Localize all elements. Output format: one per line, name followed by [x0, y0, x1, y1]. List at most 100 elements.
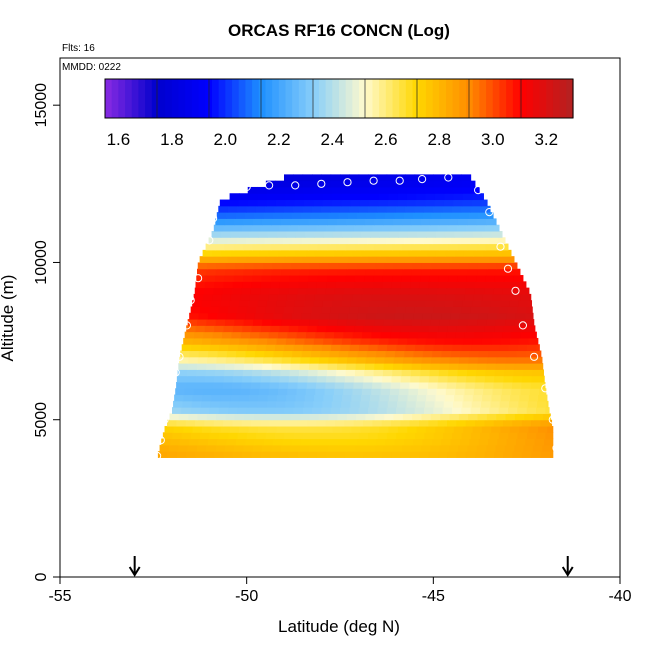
heatmap-cell	[388, 426, 399, 433]
heatmap-cell	[318, 413, 329, 421]
heatmap-cell	[343, 388, 354, 396]
flight-point	[530, 352, 539, 361]
heatmap-cell	[178, 413, 189, 421]
heatmap-cell	[473, 249, 484, 257]
heatmap-cell	[344, 287, 354, 295]
y-tick-label: 10000	[33, 240, 50, 285]
heatmap-cell	[206, 413, 217, 421]
heatmap-cell	[387, 186, 398, 194]
heatmap-cell	[393, 268, 403, 276]
heatmap-cell	[246, 205, 257, 213]
heatmap-cell	[247, 186, 258, 194]
heatmap-cell	[259, 331, 270, 339]
heatmap-cell	[272, 356, 283, 364]
heatmap-cell	[500, 426, 511, 433]
colorbar-swatch	[292, 79, 300, 118]
heatmap-cell	[440, 212, 451, 219]
heatmap-cell	[282, 438, 293, 446]
heatmap-cell	[208, 350, 219, 358]
heatmap-cell	[212, 331, 223, 339]
colorbar-tick-label: 2.0	[213, 130, 237, 149]
heatmap-cell	[334, 381, 345, 389]
heatmap-cell	[369, 193, 380, 201]
heatmap-cell	[435, 394, 446, 402]
heatmap-cell	[377, 407, 388, 414]
heatmap-cell	[470, 432, 481, 440]
heatmap-cell	[180, 350, 191, 358]
heatmap-cell	[373, 243, 384, 251]
heatmap-cell	[248, 193, 259, 201]
heatmap-cell	[439, 218, 450, 226]
heatmap-cell	[447, 281, 458, 289]
heatmap-cell	[425, 426, 436, 433]
heatmap-cell	[451, 256, 462, 263]
heatmap-cell	[232, 451, 243, 458]
heatmap-cell	[227, 205, 238, 213]
heatmap-cell	[397, 300, 408, 307]
x-tick-label: -45	[422, 588, 445, 605]
heatmap-cell	[161, 438, 172, 446]
heatmap-cell	[504, 444, 515, 452]
heatmap-cell	[420, 275, 431, 282]
heatmap-cell	[326, 281, 337, 289]
heatmap-cell	[270, 243, 281, 251]
heatmap-cell	[338, 350, 349, 358]
heatmap-cell	[464, 331, 475, 339]
heatmap-cell	[268, 293, 279, 301]
heatmap-cell	[494, 325, 505, 333]
heatmap-cell	[284, 174, 294, 182]
heatmap-cell	[541, 369, 544, 377]
heatmap-cell	[289, 369, 300, 377]
heatmap-cell	[514, 444, 525, 452]
flight-point	[395, 176, 404, 185]
heatmap-cell	[480, 344, 491, 352]
heatmap-cell	[528, 300, 533, 307]
heatmap-cell	[260, 224, 271, 232]
heatmap-cell	[437, 419, 448, 427]
heatmap-cell	[293, 407, 304, 414]
heatmap-cell	[415, 180, 426, 188]
heatmap-cell	[477, 413, 488, 421]
heatmap-cell	[290, 268, 301, 276]
heatmap-cell	[213, 419, 224, 427]
heatmap-cell	[515, 312, 526, 320]
heatmap-cell	[290, 363, 301, 370]
heatmap-cell	[292, 237, 303, 245]
heatmap-cell	[228, 407, 238, 414]
heatmap-cell	[453, 193, 464, 201]
heatmap-cell	[340, 180, 351, 188]
heatmap-cell	[226, 350, 237, 358]
heatmap-cell	[436, 331, 447, 339]
heatmap-cell	[484, 325, 495, 333]
heatmap-cell	[322, 300, 333, 307]
heatmap-cell	[314, 394, 324, 402]
heatmap-cell	[502, 331, 512, 339]
heatmap-cell	[418, 331, 428, 339]
heatmap-cell	[275, 186, 286, 194]
colorbar-swatch	[225, 79, 233, 118]
heatmap-cell	[424, 432, 435, 440]
heatmap-cell	[397, 400, 407, 408]
heatmap-cell	[404, 256, 415, 263]
heatmap-cell	[356, 212, 367, 219]
heatmap-cell	[348, 237, 359, 245]
heatmap-cell	[228, 306, 238, 314]
heatmap-cell	[546, 400, 549, 408]
heatmap-cell	[472, 231, 483, 238]
heatmap-cell	[350, 300, 361, 307]
heatmap-cell	[214, 375, 225, 383]
heatmap-cell	[330, 256, 341, 263]
heatmap-cell	[222, 287, 233, 295]
heatmap-cell	[220, 394, 231, 402]
heatmap-cell	[468, 212, 479, 219]
heatmap-cell	[523, 444, 534, 452]
heatmap-cell	[455, 388, 466, 396]
heatmap-cell	[429, 218, 440, 226]
heatmap-cell	[183, 394, 194, 402]
heatmap-cell	[334, 287, 345, 295]
heatmap-cell	[370, 293, 381, 301]
heatmap-cell	[347, 356, 357, 364]
heatmap-cell	[383, 363, 394, 370]
heatmap-cell	[414, 205, 425, 213]
heatmap-cell	[510, 293, 521, 301]
